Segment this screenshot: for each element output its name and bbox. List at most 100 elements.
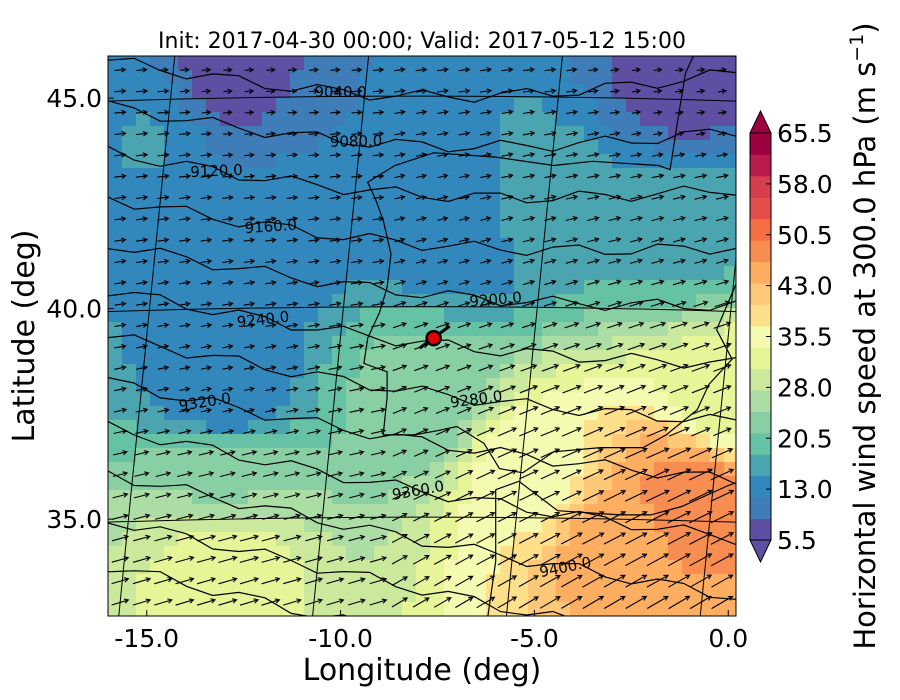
wind-arrow (394, 258, 406, 264)
wind-arrow (651, 215, 665, 222)
wind-arrow (240, 513, 259, 520)
wind-arrow (196, 534, 217, 542)
field-cell (220, 364, 235, 379)
field-cell (234, 196, 249, 211)
field-cell (514, 602, 529, 616)
field-cell (108, 140, 123, 155)
field-cell (584, 280, 599, 295)
wind-arrow (562, 363, 581, 372)
wind-arrow (521, 343, 537, 350)
field-cell (262, 294, 277, 309)
field-cell (276, 448, 291, 463)
field-cell (710, 574, 725, 589)
wind-arrow (370, 364, 387, 371)
field-cell (388, 350, 403, 365)
wind-arrow (135, 109, 149, 116)
field-cell (192, 462, 207, 477)
wind-arrow (540, 511, 561, 523)
field-cell (640, 70, 655, 85)
wind-arrow (286, 258, 299, 265)
field-cell (220, 350, 235, 365)
wind-arrow (608, 279, 622, 286)
wind-arrow (519, 469, 539, 480)
field-cell (276, 504, 291, 519)
field-cell (276, 350, 291, 365)
wind-arrow (178, 152, 192, 158)
wind-arrow (372, 88, 385, 94)
wind-arrow (479, 301, 493, 307)
wind-arrow (175, 577, 195, 585)
field-cell (556, 336, 571, 351)
wind-arrow (178, 131, 192, 137)
wind-arrow (672, 215, 687, 222)
field-cell (500, 182, 515, 197)
field-cell (192, 322, 207, 337)
wind-arrow (306, 450, 322, 456)
wind-arrow (349, 471, 365, 477)
field-cell (626, 392, 641, 407)
field-cell (570, 350, 585, 365)
wind-arrow (476, 448, 496, 458)
wind-arrow (497, 554, 518, 566)
wind-arrow (222, 258, 234, 265)
field-cell (150, 518, 165, 533)
wind-arrow (561, 511, 583, 523)
field-cell (262, 448, 277, 463)
wind-arrow (582, 574, 605, 588)
wind-arrow (437, 279, 449, 286)
field-cell (472, 56, 487, 71)
field-cell (724, 112, 736, 127)
wind-arrow (304, 555, 324, 563)
field-cell (360, 154, 375, 169)
field-cell (626, 322, 641, 337)
field-cell (304, 476, 319, 491)
field-cell (696, 196, 711, 211)
field-cell (402, 98, 417, 113)
field-cell (570, 322, 585, 337)
field-cell (374, 182, 389, 197)
wind-arrow (113, 450, 128, 456)
wind-arrow (114, 67, 127, 73)
field-cell (192, 420, 207, 435)
x-tick-label: -10.0 (308, 624, 373, 653)
field-cell (430, 210, 445, 225)
wind-arrow (112, 513, 129, 520)
wind-arrow (200, 386, 213, 392)
field-cell (430, 154, 445, 169)
y-axis-label: Latitude (deg) (7, 230, 42, 443)
field-cell (164, 448, 179, 463)
field-cell (192, 504, 207, 519)
field-cell (304, 434, 319, 449)
wind-arrow (455, 469, 474, 480)
field-cell (276, 112, 291, 127)
field-cell (696, 462, 711, 477)
wind-arrow (605, 384, 625, 394)
field-cell (192, 364, 207, 379)
wind-arrow (327, 450, 344, 456)
contour-label: 9160.0 (244, 216, 298, 237)
wind-arrow (372, 67, 385, 73)
field-cell (612, 476, 627, 491)
field-cell (388, 434, 403, 449)
field-cell (612, 56, 627, 71)
marker-dot (425, 329, 442, 347)
field-cell (444, 574, 459, 589)
field-cell (598, 518, 613, 533)
wind-arrow (222, 407, 234, 414)
wind-arrow (476, 533, 496, 544)
wind-arrow (606, 342, 624, 351)
wind-arrow (239, 577, 260, 585)
field-cell (472, 420, 487, 435)
wind-arrow (372, 258, 385, 265)
field-cell (136, 182, 151, 197)
wind-arrow (330, 109, 341, 116)
wind-arrow (435, 385, 451, 393)
field-cell (220, 392, 235, 407)
field-cell (234, 210, 249, 225)
field-cell (318, 210, 333, 225)
field-cell (472, 546, 487, 561)
field-cell (514, 98, 529, 113)
field-cell (122, 602, 137, 616)
wind-arrow (287, 88, 298, 94)
wind-arrow (218, 598, 238, 606)
